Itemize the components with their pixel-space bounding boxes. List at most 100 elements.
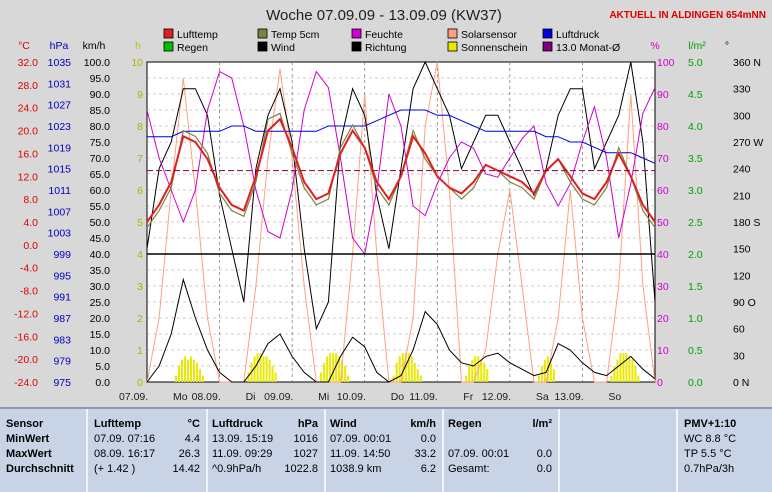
sunshine-bar <box>537 375 540 382</box>
wind-tick-label: 35.0 <box>90 265 111 277</box>
divider <box>676 409 678 492</box>
x-tick-date: 11.09. <box>409 391 437 403</box>
temp-tick-label: 24.0 <box>18 103 39 115</box>
humidity-tick-label: 20 <box>657 313 669 325</box>
temp-tick-label: -24.0 <box>14 377 38 389</box>
legend-swatch <box>257 28 268 39</box>
wind-tick-label: 50.0 <box>90 217 111 229</box>
wind-tick-label: 30.0 <box>90 281 111 293</box>
wind-tick-label: 70.0 <box>90 153 111 165</box>
stats-value: 26.3 <box>178 448 200 460</box>
direction-tick-label: 60 <box>733 324 745 336</box>
axis-unit: h <box>135 40 141 52</box>
sunshine-bar <box>344 366 347 382</box>
stats-value: 14.42 <box>172 463 200 475</box>
pressure-tick-label: 975 <box>53 377 71 389</box>
sun-tick-label: 0 <box>137 377 143 389</box>
sunshine-bar <box>552 369 555 382</box>
sunshine-bar <box>335 353 338 382</box>
sunshine-bar <box>196 362 198 382</box>
series-line-lufttemp <box>146 117 656 223</box>
sunshine-bar <box>187 359 189 382</box>
sunshine-bar <box>190 356 192 382</box>
direction-tick-label: 210 <box>733 190 751 202</box>
direction-tick-label: 120 <box>733 270 751 282</box>
temp-tick-label: 16.0 <box>18 148 39 160</box>
stats-value: 1027 <box>293 448 318 460</box>
humidity-tick-label: 40 <box>657 249 669 261</box>
humidity-tick-label: 0 <box>657 377 663 389</box>
stats-time: 07.09. 00:01 <box>330 433 392 445</box>
sun-tick-label: 2 <box>137 313 143 325</box>
stats-sensor-column: Sensor MinWert MaxWert Durchschnitt <box>6 417 82 477</box>
stats-unit: hPa <box>297 418 318 430</box>
sunshine-bar <box>631 359 634 382</box>
sunshine-bar <box>401 353 404 382</box>
temp-tick-label: -16.0 <box>14 331 38 343</box>
legend-swatch <box>351 28 362 39</box>
sunshine-bar <box>181 359 183 382</box>
direction-tick-label: 300 <box>733 110 751 122</box>
stats-time: 13.09. 15:19 <box>212 433 274 445</box>
wind-tick-label: 60.0 <box>90 185 111 197</box>
sunshine-bar <box>265 356 268 382</box>
sunshine-bar <box>323 362 326 382</box>
wind-tick-label: 95.0 <box>90 73 111 85</box>
stats-lufttemp-column: Lufttemp °C 07.09. 07:16 4.4 08.09. 16:17 2… <box>94 417 200 477</box>
temp-tick-label: -8.0 <box>20 286 38 298</box>
stats-unit: °C <box>187 418 200 430</box>
axis-unit: km/h <box>83 40 106 52</box>
sun-tick-label: 3 <box>137 281 143 293</box>
wind-tick-label: 85.0 <box>90 105 111 117</box>
weekly-weather-chart: Woche 07.09.09 - 13.09.09 (KW37) AKTUELL … <box>14 7 766 403</box>
sunshine-bar <box>474 356 477 382</box>
pressure-tick-label: 1003 <box>48 228 72 240</box>
divider <box>442 409 444 492</box>
legend-swatch <box>447 28 458 39</box>
stats-value: 6.2 <box>420 463 436 475</box>
rain-tick-label: 4.0 <box>688 121 703 133</box>
sunshine-bar <box>199 369 201 382</box>
rain-tick-label: 1.0 <box>688 313 703 325</box>
sunshine-bar <box>184 356 186 382</box>
sunshine-bar <box>178 366 180 382</box>
pressure-tick-label: 987 <box>53 313 71 325</box>
pressure-tick-label: 1015 <box>48 164 72 176</box>
sunshine-bar <box>616 359 619 382</box>
sunshine-bar <box>486 369 489 382</box>
humidity-tick-label: 70 <box>657 153 669 165</box>
stats-time: 07.09. 00:01 <box>448 448 510 460</box>
stats-value: 1022.8 <box>284 463 318 475</box>
stats-regen-column: Regen l/m² 07.09. 00:01 0.0 Gesamt: 0.0 <box>448 417 552 477</box>
temp-tick-label: 20.0 <box>18 126 39 138</box>
sunshine-bar <box>341 359 344 382</box>
rain-tick-label: 4.5 <box>688 89 703 101</box>
sunshine-bar <box>259 353 262 382</box>
legend-label: Temp 5cm <box>271 29 320 41</box>
axis-unit: ° <box>725 40 729 52</box>
sunshine-bar <box>628 356 631 382</box>
stats-pmv-column: PMV+1:10 WC 8.8 °C TP 5.5 °C 0.7hPa/3h <box>684 417 768 477</box>
x-tick-day: Di <box>246 391 256 403</box>
pressure-tick-label: 1023 <box>48 121 72 133</box>
rain-tick-label: 0.5 <box>688 345 703 357</box>
sunshine-bar <box>610 375 613 382</box>
sun-tick-label: 1 <box>137 345 143 357</box>
wind-tick-label: 20.0 <box>90 313 111 325</box>
temp-tick-label: 0.0 <box>23 240 38 252</box>
wind-tick-label: 15.0 <box>90 329 111 341</box>
sunshine-bar <box>625 353 628 382</box>
sunshine-bar <box>202 375 204 382</box>
temp-tick-label: -20.0 <box>14 354 38 366</box>
axis-unit: hPa <box>50 40 69 52</box>
sunshine-bar <box>634 366 637 382</box>
stats-dewpoint: TP 5.5 °C <box>684 448 732 460</box>
legend-swatch <box>542 28 553 39</box>
sunshine-bar <box>619 353 622 382</box>
series-line-richtung <box>146 60 656 331</box>
rain-tick-label: 1.5 <box>688 281 703 293</box>
x-tick-date: 09.09. <box>264 391 293 403</box>
sunshine-bar <box>613 366 616 382</box>
stats-header: PMV+1:10 <box>684 418 737 430</box>
